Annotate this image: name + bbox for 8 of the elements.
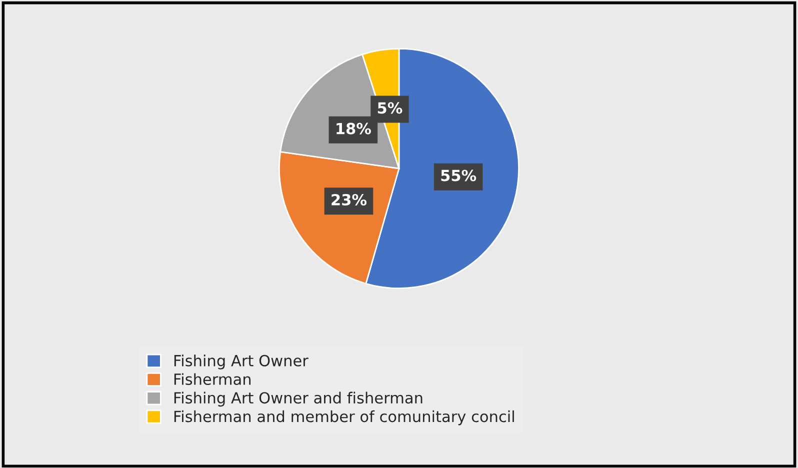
data-label: 18% [336,122,371,134]
data-label: 55% [441,170,476,182]
data-label: 23% [332,194,367,206]
data-label: 5% [378,102,402,114]
legend-label: Fishing Art Owner [174,354,308,370]
legend-label: Fisherman and member of comunitary concil [174,410,514,426]
legend-label: Fisherman [174,373,251,386]
legend-label: Fishing Art Owner and fisherman [174,392,422,407]
